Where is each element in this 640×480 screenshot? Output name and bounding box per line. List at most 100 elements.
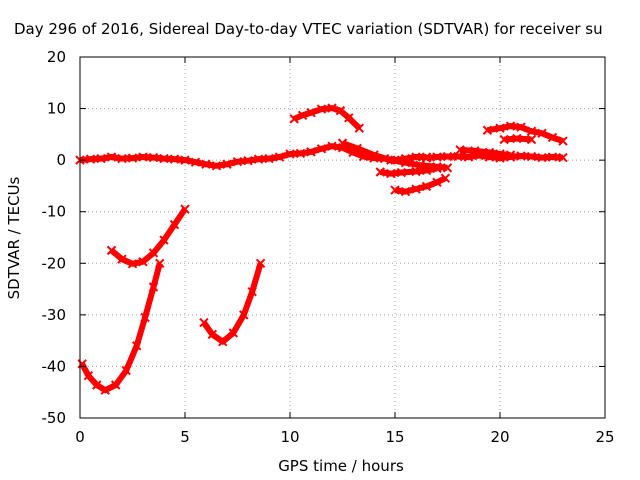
data-point xyxy=(453,151,463,162)
data-point xyxy=(335,105,346,116)
data-point xyxy=(127,259,138,269)
data-point xyxy=(411,184,421,194)
data-point xyxy=(289,114,299,124)
plot-frame xyxy=(79,56,606,419)
data-point xyxy=(337,138,348,148)
data-point xyxy=(526,126,537,136)
x-tick-label: 5 xyxy=(180,428,190,446)
data-point xyxy=(201,159,211,169)
data-point xyxy=(499,134,509,145)
series-arc-upper-mid xyxy=(289,103,365,133)
data-point xyxy=(432,177,442,188)
data-point xyxy=(495,123,505,133)
series-arc-dip-b xyxy=(390,173,451,197)
chart-title: Day 296 of 2016, Sidereal Day-to-day VTE… xyxy=(14,20,603,38)
data-point xyxy=(432,152,442,162)
data-point xyxy=(421,181,432,192)
data-point xyxy=(400,186,411,197)
y-tick-label: -30 xyxy=(42,306,67,324)
data-point xyxy=(138,257,148,267)
data-point xyxy=(92,380,102,390)
axis-ticks: 0 5 10 15 20 25 -50 -40 -30 -20 -10 0 10 20 xyxy=(42,48,615,446)
y-tick-label: -50 xyxy=(42,409,67,427)
data-point xyxy=(140,312,150,323)
data-point xyxy=(190,157,201,167)
data-point xyxy=(247,286,257,297)
data-point xyxy=(442,151,453,162)
y-axis-label: SDTVAR / TECUs xyxy=(5,176,23,299)
data-point xyxy=(159,153,169,164)
data-point xyxy=(411,166,421,177)
y-tick-label: -40 xyxy=(42,357,67,375)
data-point xyxy=(369,150,379,160)
data-point xyxy=(526,151,537,162)
data-point xyxy=(375,167,386,177)
data-point xyxy=(180,155,190,165)
data-point xyxy=(306,107,316,118)
series-line xyxy=(201,262,264,345)
x-tick-label: 15 xyxy=(385,428,404,446)
data-point xyxy=(440,173,451,183)
data-point xyxy=(354,123,365,133)
data-point xyxy=(285,149,295,159)
data-point xyxy=(352,143,362,153)
data-point xyxy=(386,155,396,165)
data-point xyxy=(327,141,337,151)
y-tick-label: 0 xyxy=(56,151,66,169)
data-point xyxy=(243,155,253,166)
data-point xyxy=(470,146,480,156)
series-line xyxy=(79,262,163,394)
data-point xyxy=(117,153,127,164)
data-point xyxy=(228,328,239,338)
data-point xyxy=(411,152,421,162)
data-point xyxy=(421,153,432,163)
series-line xyxy=(379,165,438,177)
data-point xyxy=(117,254,127,264)
series-line xyxy=(109,207,188,267)
data-point xyxy=(96,153,106,164)
data-point xyxy=(526,134,537,145)
data-point xyxy=(180,204,190,214)
series-arc-low-3 xyxy=(199,258,266,347)
data-point xyxy=(211,161,222,171)
y-tick-label: 10 xyxy=(47,100,66,118)
data-point xyxy=(232,156,243,167)
series-line xyxy=(79,143,427,169)
series-arc-baseline-a xyxy=(75,141,432,171)
x-axis-label: GPS time / hours xyxy=(278,457,404,475)
series-arc-upper-right-short xyxy=(499,133,537,145)
data-point xyxy=(295,148,306,159)
series-arc-mid-right xyxy=(455,145,516,160)
data-series xyxy=(75,103,568,395)
y-tick-label: -10 xyxy=(42,203,67,221)
data-point xyxy=(274,152,285,162)
data-point xyxy=(484,147,495,158)
data-point xyxy=(482,125,493,135)
data-point xyxy=(537,128,547,139)
data-point xyxy=(207,329,218,340)
data-point xyxy=(199,317,209,328)
x-tick-label: 0 xyxy=(75,428,85,446)
x-tick-label: 20 xyxy=(490,428,509,446)
data-point xyxy=(169,219,180,230)
data-point xyxy=(327,103,337,113)
data-point xyxy=(138,152,148,162)
data-point xyxy=(558,136,568,146)
data-point xyxy=(110,380,121,390)
data-point xyxy=(121,365,131,376)
x-tick-label: 10 xyxy=(280,428,299,446)
data-point xyxy=(421,165,432,176)
data-point xyxy=(386,168,396,179)
data-point xyxy=(106,152,117,162)
y-tick-label: -20 xyxy=(42,254,67,272)
data-point xyxy=(547,152,558,162)
data-point xyxy=(148,152,159,163)
data-point xyxy=(537,152,547,163)
series-arc-upper-right xyxy=(482,121,568,146)
data-point xyxy=(169,154,180,164)
data-point xyxy=(148,248,159,258)
series-line xyxy=(426,152,564,162)
data-point xyxy=(442,163,453,173)
series-arc-dip-a xyxy=(375,163,442,179)
